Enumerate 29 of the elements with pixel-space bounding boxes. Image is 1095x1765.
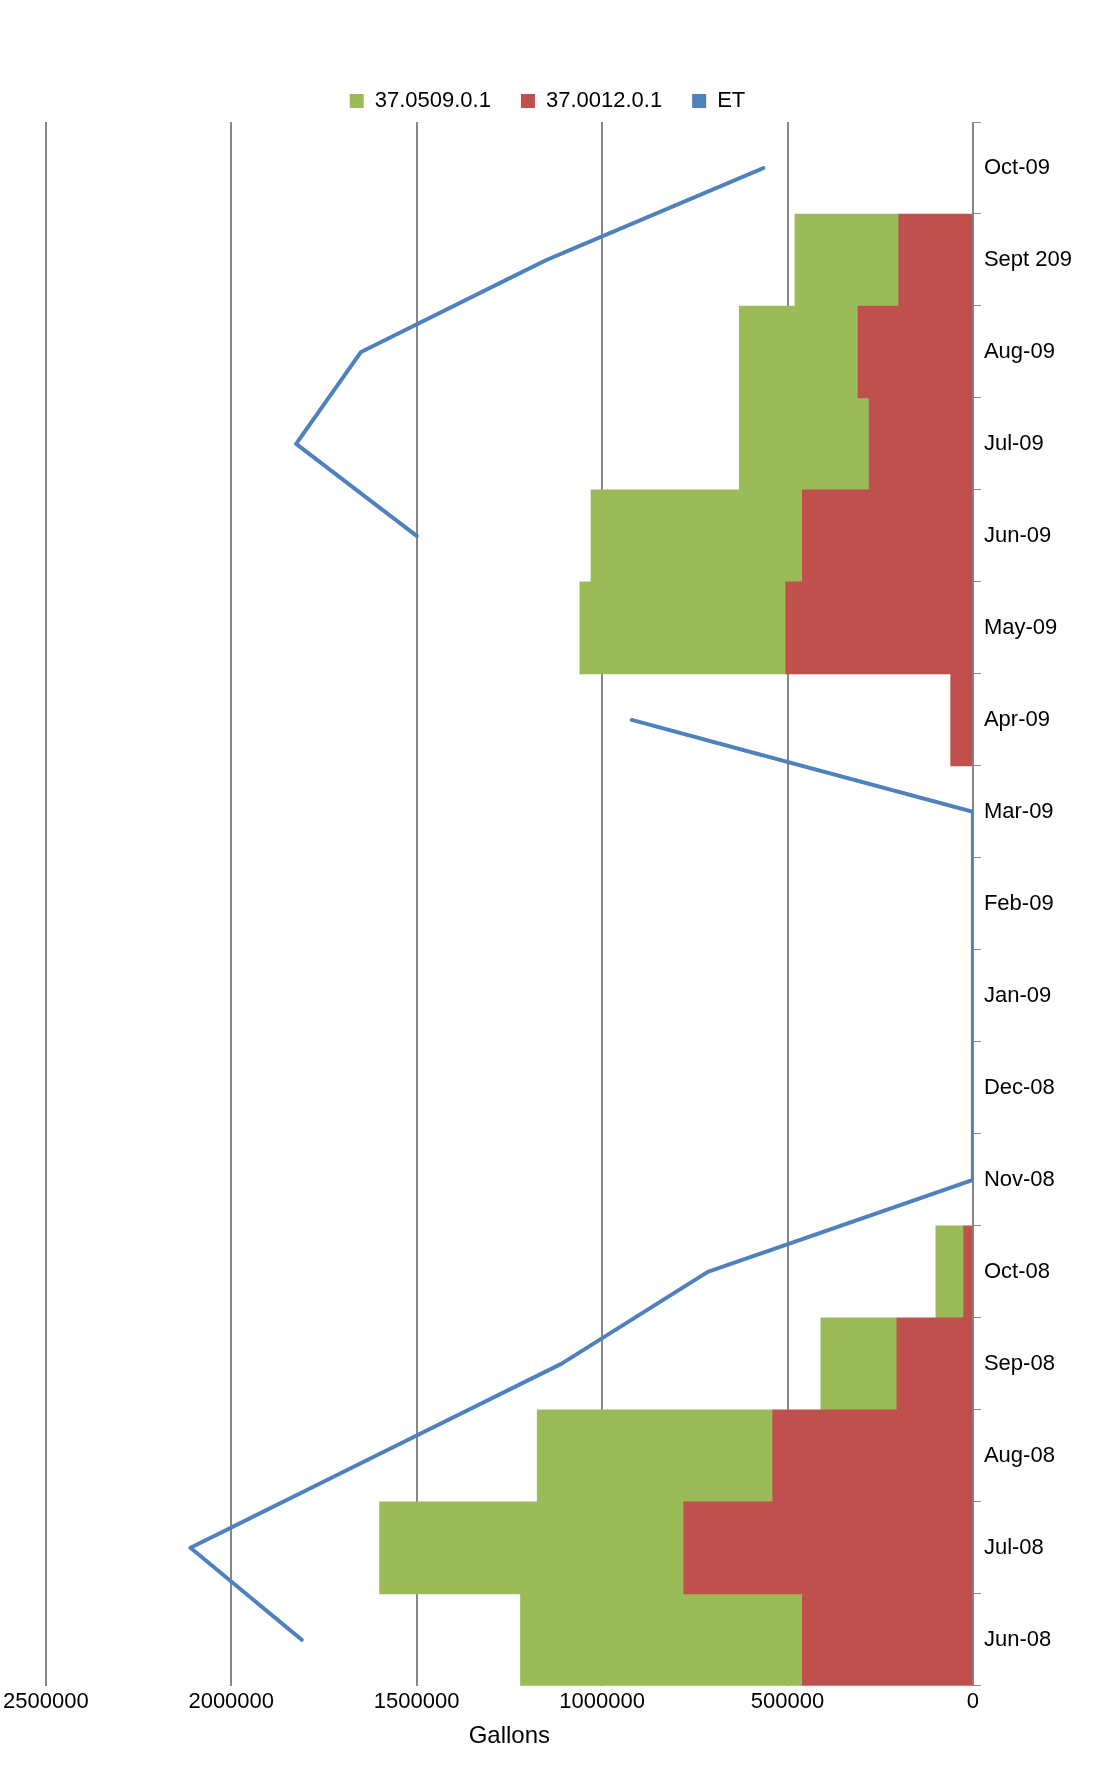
legend-label: 37.0012.0.1 xyxy=(545,87,663,113)
x-tick-label: 2500000 xyxy=(3,1688,89,1714)
x-tick-label: 1000000 xyxy=(559,1688,645,1714)
x-tick-label: 0 xyxy=(966,1688,980,1714)
bar xyxy=(935,1225,964,1319)
y-tick-label: May-09 xyxy=(983,614,1058,639)
x-tick-label: 1500000 xyxy=(373,1688,460,1714)
x-axis-title: Gallons xyxy=(468,1721,551,1749)
y-tick-label: Nov-08 xyxy=(983,1165,1055,1191)
y-tick-label: Jun-08 xyxy=(983,1625,1052,1651)
y-tick-label: Oct-09 xyxy=(983,154,1050,180)
y-tick-label: Jan-09 xyxy=(983,981,1052,1007)
legend-label: ET xyxy=(717,87,746,113)
x-tick-label: 500000 xyxy=(750,1688,825,1714)
y-tick-label: Jul-08 xyxy=(983,1533,1044,1559)
y-tick-label: Aug-09 xyxy=(983,338,1055,364)
x-tick-label: 2000000 xyxy=(188,1688,275,1714)
y-tick-label: Oct-08 xyxy=(983,1257,1050,1283)
y-tick-label: Dec-08 xyxy=(983,1073,1055,1099)
y-tick-label: Sept 209 xyxy=(983,246,1072,272)
y-tick-label: Jun-09 xyxy=(983,522,1052,548)
y-tick-label: Aug-08 xyxy=(983,1441,1055,1467)
y-tick-label: Feb-09 xyxy=(983,889,1054,915)
y-tick-label: Mar-09 xyxy=(983,797,1054,823)
y-tick-label: Jul-09 xyxy=(983,430,1044,456)
bar xyxy=(820,1317,898,1411)
y-tick-label: Apr-09 xyxy=(983,705,1050,731)
y-tick-label: Sep-08 xyxy=(983,1349,1055,1375)
legend-label: 37.0509.0.1 xyxy=(374,87,491,113)
